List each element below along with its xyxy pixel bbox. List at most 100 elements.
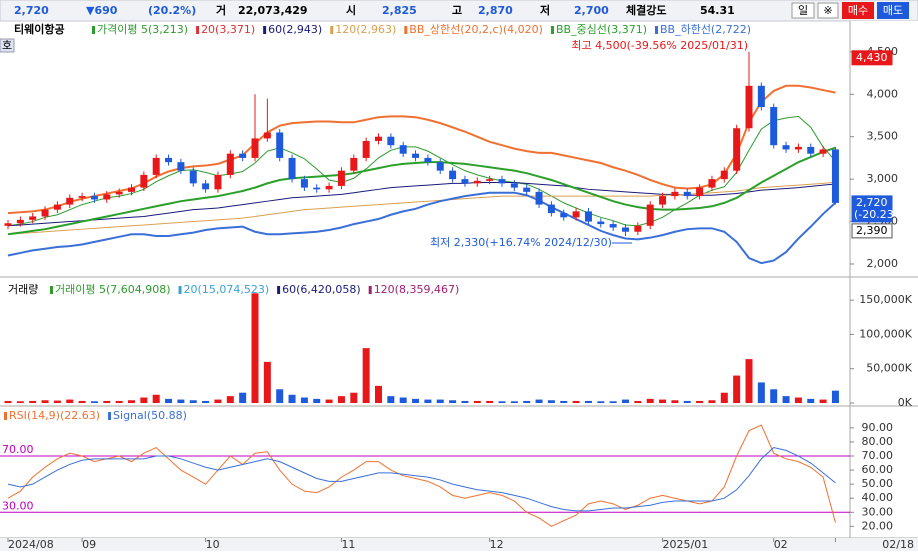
y-tick-label: 0K <box>898 396 913 409</box>
legend-label: BB_중심선(3,371) <box>556 23 647 36</box>
y-tick-label: 60.00 <box>862 463 894 476</box>
candle-body <box>140 174 148 188</box>
candle-body <box>288 157 296 180</box>
candle-body <box>103 194 111 200</box>
volume-bar <box>745 359 753 403</box>
candle-body <box>325 185 333 190</box>
y-tick-label: 3,500 <box>867 130 899 143</box>
volume-bar <box>300 397 308 403</box>
candle-body <box>226 153 234 175</box>
volume-bar <box>757 382 765 403</box>
line <box>7 146 836 236</box>
candle-body <box>659 196 667 205</box>
rate: (20.2%) <box>148 4 196 17</box>
volume-bar <box>560 400 568 403</box>
sell[interactable]: 매도 <box>883 4 903 17</box>
price-tag-label: 2,720 <box>856 196 888 209</box>
x-tick-label: 12 <box>490 538 504 551</box>
legend-swatch <box>108 412 112 420</box>
candle-body <box>461 179 469 184</box>
x-tick-label: 02/18 <box>882 538 914 551</box>
legend-swatch <box>330 26 334 34</box>
price-tag-sublabel: (-20.23%) <box>854 208 909 221</box>
sell-button[interactable] <box>877 2 909 19</box>
candle-body <box>29 216 37 220</box>
candle-body <box>375 136 382 141</box>
volume-bar <box>523 400 531 403</box>
candle-body <box>436 162 444 171</box>
line <box>7 191 837 265</box>
price: 2,720 <box>14 4 49 17</box>
volume-bar <box>103 400 111 403</box>
volume-bar <box>251 293 259 403</box>
volume-bar <box>584 400 592 403</box>
candle-body <box>683 191 691 197</box>
candle-body <box>300 179 308 188</box>
volume-bar <box>461 400 469 403</box>
candle-body <box>708 179 716 188</box>
candle-body <box>819 149 827 154</box>
price-tag-label: 4,430 <box>856 51 888 64</box>
candle-body <box>646 204 654 226</box>
buy[interactable]: 매수 <box>848 4 868 17</box>
volume-bar <box>807 398 815 403</box>
y-tick-label: 30.00 <box>862 505 894 518</box>
candle-body <box>535 191 543 205</box>
period[interactable]: 일 <box>798 3 808 17</box>
volume-bar <box>313 398 321 403</box>
line <box>7 424 836 527</box>
buy-button[interactable] <box>842 2 874 19</box>
volume-bar <box>239 392 247 403</box>
legend-swatch <box>4 412 7 420</box>
volume-bar <box>770 389 778 403</box>
y-tick-label: 150,000K <box>859 293 912 306</box>
subtitle: 호 <box>2 39 12 52</box>
volume-bar <box>510 401 518 403</box>
low: 2,700 <box>574 4 609 17</box>
chart-title: 거래량 <box>8 283 38 296</box>
x-tick-label: 10 <box>206 538 220 551</box>
candle-body <box>189 170 197 184</box>
quote-bar <box>0 0 918 22</box>
volume-bar <box>53 400 61 403</box>
chart-title: 티웨이항공 <box>14 22 65 36</box>
period-button[interactable] <box>791 2 815 19</box>
settings-button[interactable] <box>817 2 839 19</box>
volume-bar <box>337 396 345 403</box>
volume-bar <box>325 399 333 403</box>
volume-bar <box>412 398 420 403</box>
candle-body <box>362 140 370 158</box>
volume-bar <box>646 398 654 403</box>
legend-label: 60(6,420,058) <box>282 283 361 296</box>
candle-body <box>733 128 741 171</box>
volume-bar <box>498 401 506 403</box>
candle-body <box>276 132 284 158</box>
strength: 54.31 <box>700 4 735 17</box>
settings[interactable]: ※ <box>823 4 832 17</box>
candle-body <box>337 170 345 186</box>
legend-swatch <box>178 286 182 294</box>
candle-body <box>90 196 98 200</box>
volume-bar <box>659 399 667 403</box>
volume-bar <box>609 401 617 403</box>
candle-body <box>165 157 173 163</box>
volume-bar <box>202 400 210 403</box>
volume-bar <box>16 401 24 403</box>
candle-body <box>745 85 753 129</box>
volume-bar <box>189 400 197 403</box>
volume-bar <box>214 399 222 403</box>
price-tag <box>851 195 893 223</box>
candle-body <box>794 146 802 150</box>
candle-body <box>16 219 24 224</box>
volume-bar <box>115 400 123 403</box>
candle-body <box>560 213 568 218</box>
candle-body <box>597 221 605 225</box>
x-tick-label: 11 <box>341 538 355 551</box>
candle-body <box>510 183 518 188</box>
y-tick-label: 100,000K <box>859 327 912 340</box>
y-tick-label: 20.00 <box>862 519 894 532</box>
candle-body <box>128 187 135 192</box>
candle-body <box>424 157 432 163</box>
volume-bar <box>226 396 234 403</box>
volume-bar <box>720 392 728 403</box>
